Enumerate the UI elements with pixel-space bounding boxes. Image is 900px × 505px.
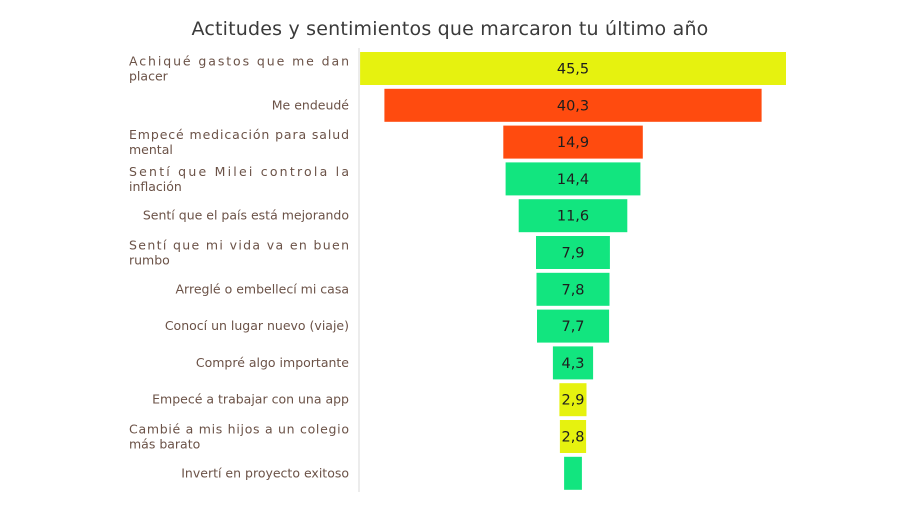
category-label-3-line-1: inflación (129, 179, 182, 194)
category-label-2-line-0: Empecé medicación para salud (129, 127, 349, 142)
bar-8 (552, 346, 594, 380)
value-label-0: 45,5 (557, 62, 589, 78)
value-label-3: 14,4 (557, 172, 589, 188)
bar-11 (564, 456, 582, 490)
bar-7 (537, 309, 610, 343)
bar-4 (518, 199, 628, 233)
value-label-10: 2,8 (561, 430, 584, 446)
value-label-6: 7,8 (561, 282, 584, 298)
bar-5 (536, 236, 610, 269)
category-label-8: Compré algo importante (196, 355, 349, 370)
category-label-4: Sentí que el país está mejorando (143, 208, 349, 223)
value-label-1: 40,3 (557, 98, 589, 114)
category-label-11: Invertí en proyecto exitoso (181, 465, 349, 480)
bar-9 (559, 383, 587, 417)
category-label-2-line-1: mental (129, 142, 173, 157)
category-label-10-line-1: más barato (129, 437, 200, 452)
value-label-4: 11,6 (557, 209, 589, 225)
category-label-1: Me endeudé (272, 97, 350, 112)
bar-2 (503, 125, 643, 159)
value-label-5: 7,9 (561, 246, 584, 262)
bar-1 (384, 88, 762, 122)
bar-6 (536, 272, 610, 306)
bar-10 (559, 420, 587, 453)
bar-3 (505, 162, 641, 196)
category-label-7: Conocí un lugar nuevo (viaje) (165, 318, 349, 333)
value-label-2: 14,9 (557, 135, 589, 151)
value-label-7: 7,7 (561, 319, 584, 335)
category-label-9: Empecé a trabajar con una app (152, 392, 349, 407)
chart-title: Actitudes y sentimientos que marcaron tu… (191, 18, 709, 40)
category-label-5-line-1: rumbo (129, 253, 170, 268)
category-label-5-line-0: Sentí que mi vida va en buen (129, 238, 349, 253)
category-label-3-line-0: Sentí que Milei controla la (129, 164, 349, 179)
category-label-6: Arreglé o embellecí mi casa (176, 281, 350, 296)
category-label-0-line-1: placer (129, 69, 169, 84)
category-label-10-line-0: Cambié a mis hijos a un colegio (129, 422, 349, 437)
value-label-9: 2,9 (561, 393, 584, 409)
category-label-0-line-0: Achiqué gastos que me dan (129, 54, 349, 69)
bar-0 (360, 52, 786, 85)
value-label-8: 4,3 (561, 356, 584, 372)
